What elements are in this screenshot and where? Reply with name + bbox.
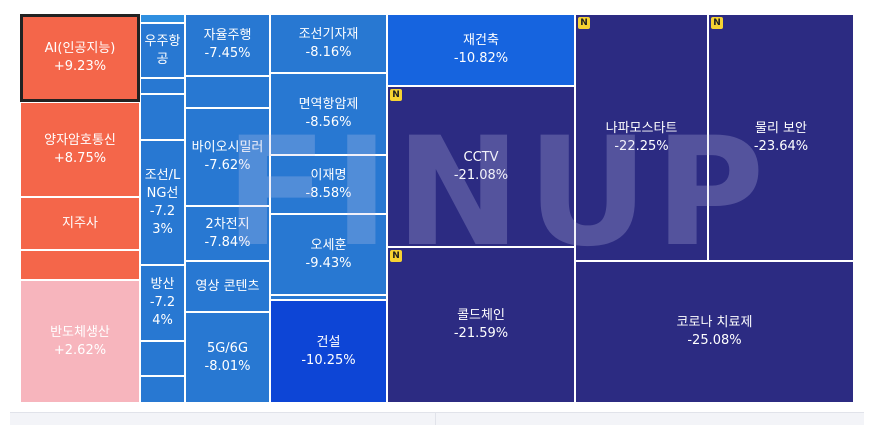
tile-change: +9.23% (53, 59, 107, 74)
treemap-tile[interactable]: 코로나 치료제 -25.08% (575, 261, 854, 403)
tile-name: 면역항암제 (298, 97, 359, 112)
treemap-tile[interactable]: 조선/LNG선 -7.23% (140, 140, 185, 265)
treemap-tile[interactable] (20, 250, 140, 280)
treemap-tile[interactable] (140, 376, 185, 403)
tile-name: 반도체생산 (50, 324, 110, 340)
tile-name: AI(인공지능) (44, 41, 116, 56)
treemap-tile[interactable] (270, 295, 387, 300)
treemap-tile[interactable]: 지주사 (20, 197, 140, 250)
treemap-tile[interactable]: 5G/6G -8.01% (185, 312, 270, 403)
tile-name: 지주사 (62, 215, 98, 231)
tile-change: -9.43% (305, 255, 352, 271)
tile-name: 조선기자재 (298, 26, 359, 42)
tile-name: 5G/6G (206, 340, 249, 356)
treemap-tile[interactable] (185, 76, 270, 108)
treemap-tile[interactable]: 영상 콘텐츠 (185, 261, 270, 312)
tile-name: 물리 보안 (755, 120, 807, 136)
tile-name: 영상 콘텐츠 (195, 278, 260, 294)
tile-change: -7.45% (204, 46, 251, 61)
news-badge-icon: N (711, 17, 723, 29)
treemap-tile[interactable]: 양자암호통신 +8.75% (20, 102, 140, 197)
treemap-tile[interactable] (140, 78, 185, 94)
tile-change: -7.24% (149, 295, 176, 328)
treemap-tile[interactable]: 2차전지 -7.84% (185, 206, 270, 261)
bottom-bar-divider (435, 413, 436, 425)
treemap-tile[interactable]: 방산 -7.24% (140, 265, 185, 341)
tile-change: -8.16% (305, 44, 352, 60)
tile-name: 양자암호통신 (44, 132, 116, 148)
tile-change: -7.84% (204, 234, 251, 250)
tile-change: -10.25% (301, 352, 356, 368)
tile-name: 코로나 치료제 (676, 315, 753, 330)
tile-change: -8.58% (305, 185, 352, 201)
treemap-tile[interactable]: N 콜드체인 -21.59% (387, 247, 575, 403)
treemap-tile[interactable]: 면역항암제 -8.56% (270, 73, 387, 155)
treemap-tile[interactable]: N CCTV -21.08% (387, 86, 575, 247)
tile-name: 재건축 (463, 33, 499, 48)
treemap-tile[interactable]: 자율주행 -7.45% (185, 14, 270, 76)
tile-name: 2차전지 (205, 216, 250, 232)
tile-change: -8.56% (305, 115, 352, 130)
tile-change: +8.75% (53, 150, 107, 166)
treemap-tile[interactable]: 이재명 -8.58% (270, 155, 387, 214)
tile-change: -7.23% (149, 203, 176, 237)
bottom-bar (10, 412, 864, 425)
treemap-tile[interactable]: 오세훈 -9.43% (270, 214, 387, 295)
tile-name: 오세훈 (310, 237, 347, 253)
treemap-tile[interactable]: 재건축 -10.82% (387, 14, 575, 86)
tile-name: 건설 (316, 334, 341, 350)
tile-name: 바이오시밀러 (191, 140, 264, 155)
news-badge-icon: N (390, 89, 402, 101)
tile-name: CCTV (463, 149, 499, 165)
treemap-tile[interactable]: 바이오시밀러 -7.62% (185, 108, 270, 206)
tile-name: 조선/LNG선 (144, 167, 181, 201)
tile-change: +2.62% (53, 342, 107, 358)
tile-name: 우주항공 (144, 33, 181, 67)
tile-change: -21.08% (453, 167, 509, 183)
tile-name: 콜드체인 (457, 308, 505, 323)
news-badge-icon: N (578, 17, 590, 29)
treemap-tile[interactable]: 반도체생산 +2.62% (20, 280, 140, 403)
treemap-tile[interactable] (140, 341, 185, 376)
treemap-tile[interactable]: 건설 -10.25% (270, 300, 387, 403)
treemap-tile[interactable] (140, 94, 185, 140)
tile-name: 나파모스타트 (605, 120, 678, 136)
treemap-tile[interactable] (140, 14, 185, 23)
tile-change: -8.01% (204, 358, 251, 374)
treemap-tile[interactable]: N 나파모스타트 -22.25% (575, 14, 708, 261)
treemap-tile[interactable]: 우주항공 (140, 23, 185, 78)
tile-change: -7.62% (204, 158, 251, 173)
treemap-tile[interactable]: 조선기자재 -8.16% (270, 14, 387, 73)
tile-name: 자율주행 (203, 28, 252, 43)
treemap-tile[interactable]: N 물리 보안 -23.64% (708, 14, 854, 261)
news-badge-icon: N (390, 250, 402, 262)
tile-change: -22.25% (614, 138, 669, 154)
tile-name: 이재명 (310, 167, 347, 183)
tile-change: -25.08% (687, 333, 742, 348)
treemap-tile[interactable]: AI(인공지능) +9.23% (20, 14, 140, 102)
tile-name: 방산 (150, 277, 175, 292)
tile-change: -21.59% (453, 326, 509, 341)
tile-change: -10.82% (453, 51, 509, 66)
tile-change: -23.64% (753, 138, 809, 154)
